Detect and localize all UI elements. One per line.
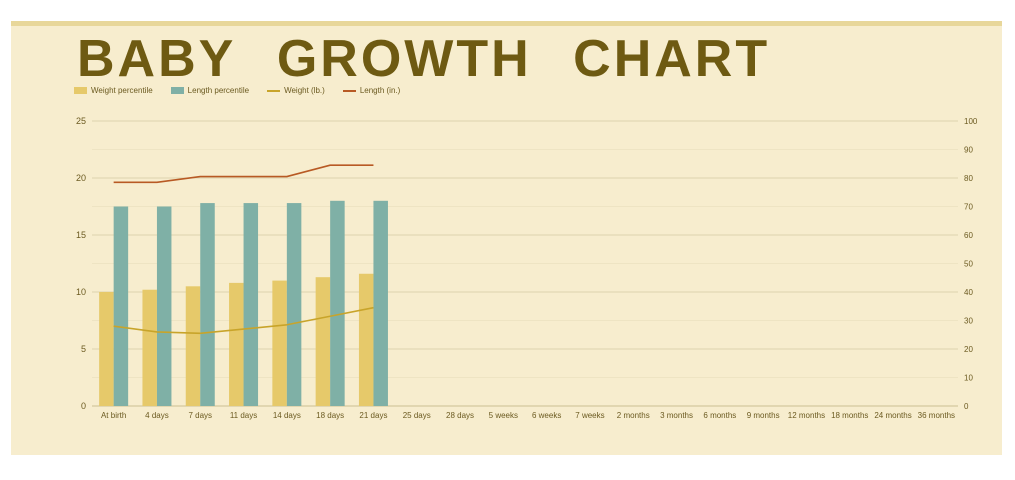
bar-weight-percentile (142, 289, 157, 406)
legend-label: Weight percentile (91, 86, 153, 95)
x-tick-label: 5 weeks (489, 411, 518, 420)
y-tick-label-right: 0 (964, 402, 969, 411)
y-tick-label-right: 50 (964, 260, 973, 269)
x-tick-label: 25 days (403, 411, 431, 420)
bar-weight-percentile (272, 280, 287, 406)
y-tick-label-left: 15 (76, 230, 86, 240)
y-tick-label-left: 20 (76, 173, 86, 183)
bar-weight-percentile (358, 273, 374, 406)
x-tick-label: 7 weeks (575, 411, 604, 420)
y-tick-label-right: 60 (964, 231, 973, 240)
legend-item-length-percentile: Length percentile (170, 86, 250, 95)
y-tick-label-right: 100 (964, 117, 978, 126)
x-tick-label: 36 months (918, 411, 955, 420)
y-tick-label-left: 5 (81, 344, 86, 354)
bar-length-percentile (156, 206, 172, 406)
y-tick-label-left: 25 (76, 116, 86, 126)
bar-length-percentile (243, 203, 259, 406)
x-tick-label: 11 days (230, 411, 257, 420)
legend-label: Weight (lb.) (284, 86, 325, 95)
x-tick-label: 9 months (747, 411, 780, 420)
x-tick-label: 18 days (316, 411, 344, 420)
y-tick-label-right: 70 (964, 203, 973, 212)
legend-swatch-weight-lb (267, 89, 281, 92)
bar-length-percentile (286, 203, 302, 406)
bar-length-percentile (373, 200, 388, 406)
y-tick-label-right: 20 (964, 345, 973, 354)
legend-label: Length percentile (187, 86, 250, 95)
x-tick-label: 28 days (446, 411, 474, 420)
x-tick-label: 4 days (145, 411, 169, 420)
y-tick-label-right: 30 (964, 317, 973, 326)
legend-item-weight-percentile: Weight percentile (74, 86, 153, 95)
x-tick-label: 6 weeks (532, 411, 561, 420)
x-tick-label: 2 months (617, 411, 650, 420)
legend-item-weight-lb: Weight (lb.) (267, 86, 325, 95)
x-tick-label: 7 days (188, 411, 212, 420)
chart-legend: Weight percentile Length percentile Weig… (74, 86, 400, 95)
x-tick-label: 18 months (831, 411, 868, 420)
y-tick-label-left: 10 (76, 287, 86, 297)
bar-weight-percentile (185, 286, 201, 406)
bar-weight-percentile (229, 282, 244, 406)
y-tick-label-right: 90 (964, 146, 973, 155)
legend-swatch-weight-percentile (74, 87, 87, 94)
bar-weight-percentile (99, 292, 114, 406)
x-tick-label: 12 months (788, 411, 825, 420)
line-length-in (113, 164, 374, 184)
x-tick-label: 3 months (660, 411, 693, 420)
bar-length-percentile (113, 206, 129, 406)
bar-weight-percentile (315, 277, 331, 406)
legend-swatch-length-percentile (170, 87, 184, 94)
line-weight-lb (113, 306, 374, 335)
legend-swatch-length-in (342, 89, 356, 92)
page-title: BABY GROWTH CHART (77, 30, 771, 88)
x-tick-label: At birth (101, 411, 126, 420)
x-tick-label: 21 days (359, 411, 387, 420)
bar-length-percentile (330, 200, 345, 406)
legend-label: Length (in.) (359, 86, 401, 95)
top-accent-band (11, 21, 1002, 26)
y-tick-label-right: 40 (964, 288, 973, 297)
bar-length-percentile (200, 203, 215, 406)
x-tick-label: 24 months (874, 411, 911, 420)
x-tick-label: 6 months (703, 411, 736, 420)
y-tick-label-left: 0 (81, 401, 86, 411)
y-tick-label-right: 10 (964, 374, 973, 383)
x-tick-label: 14 days (273, 411, 301, 420)
legend-item-length-in: Length (in.) (342, 86, 401, 95)
y-tick-label-right: 80 (964, 174, 973, 183)
